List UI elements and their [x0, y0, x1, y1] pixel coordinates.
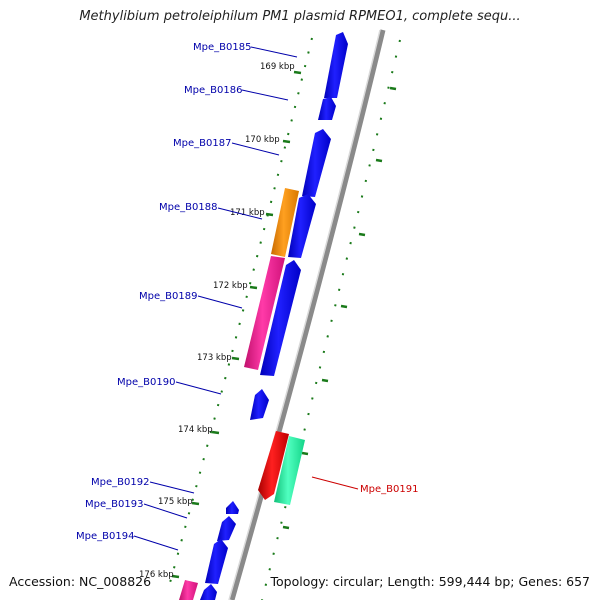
ruler-tick [293, 70, 302, 75]
gene-label-mpe-b0185[interactable]: Mpe_B0185 [193, 42, 251, 53]
outer-tick [321, 378, 329, 383]
ruler-tick [191, 501, 200, 506]
outer-ring-ticks [282, 86, 397, 530]
outer-tick [375, 158, 383, 163]
outer-tick [340, 304, 348, 309]
ruler-label: 169 kbp [260, 62, 295, 72]
leader-line-mpe-b0185 [250, 46, 298, 58]
ruler-label: 173 kbp [197, 353, 232, 363]
gene-arrow-mpe-b0186[interactable] [318, 97, 336, 120]
gene-label-mpe-b0189[interactable]: Mpe_B0189 [139, 291, 197, 302]
gene-block-mpe-b0188[interactable] [271, 188, 299, 257]
backbone-shadow [228, 29, 381, 600]
ruler-tick [265, 212, 274, 217]
ruler-tick [211, 430, 220, 435]
accession-text: Accession: NC_008826 [9, 574, 152, 589]
gene-label-mpe-b0194[interactable]: Mpe_B0194 [76, 531, 134, 542]
gene-label-mpe-b0188[interactable]: Mpe_B0188 [159, 202, 217, 213]
leader-line-mpe-b0191 [311, 476, 359, 490]
ruler-label: 171 kbp [230, 208, 265, 218]
gene-label-mpe-b0192[interactable]: Mpe_B0192 [91, 477, 149, 488]
outer-tick [282, 525, 290, 530]
gene-label-mpe-b0193[interactable]: Mpe_B0193 [85, 499, 143, 510]
gene-arrow-mpe-b0193[interactable] [217, 516, 236, 541]
gene-arrow-mpe-b0189-blue[interactable] [260, 260, 301, 376]
leader-line-mpe-b0189 [197, 295, 243, 309]
ruler-label: 174 kbp [178, 425, 213, 435]
map-title: Methylibium petroleiphilum PM1 plasmid R… [79, 9, 521, 24]
ruler-ticks [171, 70, 302, 579]
leader-line-mpe-b0194 [133, 535, 179, 551]
ruler-tick [171, 574, 180, 579]
topology-summary: Topology: circular; Length: 599,444 bp; … [270, 574, 591, 589]
gene-arrow-mpe-b0187[interactable] [302, 129, 331, 197]
gene-block-lower-pink[interactable] [179, 580, 198, 600]
gene-label-mpe-b0191[interactable]: Mpe_B0191 [360, 484, 418, 495]
ruler-label: 170 kbp [245, 135, 280, 145]
gene-arrow-mpe-b0190[interactable] [250, 389, 269, 420]
leader-line-mpe-b0190 [175, 381, 222, 395]
outer-tick [358, 232, 366, 237]
gene-arrow-mpe-b0188-blue[interactable] [288, 194, 316, 258]
leader-line-mpe-b0192 [149, 481, 195, 494]
ruler-tick [282, 139, 291, 144]
backbone [229, 29, 386, 600]
ruler-label: 175 kbp [158, 497, 193, 507]
leader-line-mpe-b0186 [241, 89, 289, 101]
ruler-tick [231, 356, 240, 361]
gene-label-mpe-b0190[interactable]: Mpe_B0190 [117, 377, 175, 388]
outer-tick [301, 451, 309, 456]
leader-line-mpe-b0187 [231, 142, 280, 156]
outer-tick [389, 86, 397, 91]
ruler-tick [249, 285, 258, 290]
ruler-label: 172 kbp [213, 281, 248, 291]
gene-arrow-mpe-b0185[interactable] [324, 32, 348, 98]
gene-arrow-mpe-b0194[interactable] [205, 539, 228, 584]
gene-block-mpe-b0191-green[interactable] [274, 436, 305, 505]
gene-label-mpe-b0187[interactable]: Mpe_B0187 [173, 138, 231, 149]
gene-arrow-extra[interactable] [200, 584, 217, 600]
gene-label-mpe-b0186[interactable]: Mpe_B0186 [184, 85, 242, 96]
leader-line-mpe-b0193 [143, 503, 188, 519]
gene-block-mpe-b0189[interactable] [244, 256, 285, 370]
ruler-ring [167, 37, 313, 591]
gene-block-mpe-b0191-red[interactable] [258, 431, 289, 500]
ruler-label: 176 kbp [139, 570, 174, 580]
gene-arrow-mpe-b0192[interactable] [226, 501, 239, 514]
leader-line-mpe-b0188 [217, 207, 263, 220]
